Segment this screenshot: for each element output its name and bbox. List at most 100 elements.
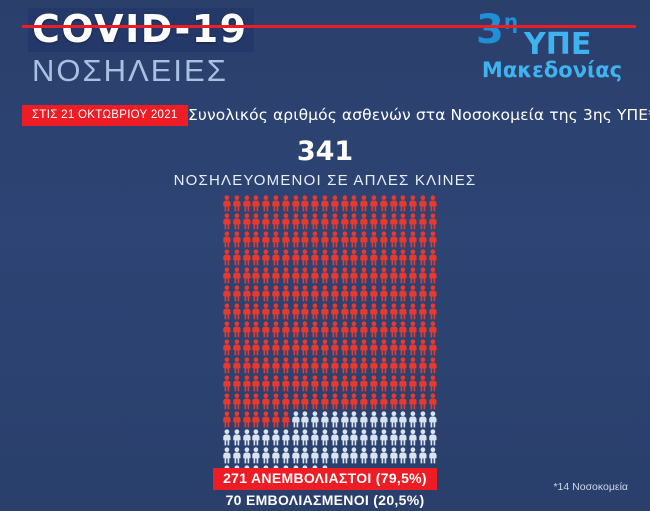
person-icon-unvaccinated bbox=[330, 267, 340, 284]
person-icon-unvaccinated bbox=[300, 267, 310, 284]
person-icon-unvaccinated bbox=[340, 285, 350, 302]
logo-superscript: η bbox=[503, 9, 519, 34]
person-icon-unvaccinated bbox=[300, 195, 310, 212]
person-icon-unvaccinated bbox=[222, 285, 232, 302]
person-icon-unvaccinated bbox=[408, 375, 418, 392]
person-icon-unvaccinated bbox=[408, 393, 418, 410]
person-icon-unvaccinated bbox=[330, 231, 340, 248]
logo-region: Μακεδονίας bbox=[481, 58, 623, 82]
pictogram-row bbox=[222, 375, 438, 393]
person-icon-unvaccinated bbox=[359, 195, 369, 212]
person-icon-unvaccinated bbox=[359, 393, 369, 410]
person-icon-unvaccinated bbox=[222, 339, 232, 356]
person-icon-vaccinated bbox=[330, 429, 340, 446]
person-icon-unvaccinated bbox=[379, 393, 389, 410]
person-icon-vaccinated bbox=[379, 429, 389, 446]
header-underline bbox=[22, 25, 636, 28]
person-icon-unvaccinated bbox=[281, 231, 291, 248]
person-icon-vaccinated bbox=[300, 429, 310, 446]
person-icon-vaccinated bbox=[389, 411, 399, 428]
person-icon-unvaccinated bbox=[340, 195, 350, 212]
person-icon-unvaccinated bbox=[379, 285, 389, 302]
person-icon-unvaccinated bbox=[291, 267, 301, 284]
person-icon-unvaccinated bbox=[369, 357, 379, 374]
person-icon-unvaccinated bbox=[359, 375, 369, 392]
legend: 271 ΑΝΕΜΒΟΛΙΑΣΤΟΙ (79,5%) 70 ΕΜΒΟΛΙΑΣΜΕΝ… bbox=[0, 468, 650, 509]
person-icon-unvaccinated bbox=[330, 195, 340, 212]
person-icon-vaccinated bbox=[320, 411, 330, 428]
person-icon-unvaccinated bbox=[389, 321, 399, 338]
person-icon-unvaccinated bbox=[232, 339, 242, 356]
person-icon-unvaccinated bbox=[251, 249, 261, 266]
person-icon-unvaccinated bbox=[320, 231, 330, 248]
person-icon-unvaccinated bbox=[281, 375, 291, 392]
person-icon-unvaccinated bbox=[389, 249, 399, 266]
person-icon-unvaccinated bbox=[340, 267, 350, 284]
person-icon-vaccinated bbox=[408, 411, 418, 428]
header-row: ΣΤΙΣ 21 ΟΚΤΩΒΡΙΟΥ 2021 Συνολικός αριθμός… bbox=[0, 105, 650, 131]
person-icon-unvaccinated bbox=[222, 267, 232, 284]
person-icon-unvaccinated bbox=[359, 339, 369, 356]
person-icon-vaccinated bbox=[389, 429, 399, 446]
person-icon-unvaccinated bbox=[281, 213, 291, 230]
person-icon-unvaccinated bbox=[261, 375, 271, 392]
person-icon-unvaccinated bbox=[359, 249, 369, 266]
pictogram-row bbox=[222, 231, 438, 249]
person-icon-unvaccinated bbox=[281, 393, 291, 410]
person-icon-unvaccinated bbox=[222, 375, 232, 392]
person-icon-unvaccinated bbox=[320, 303, 330, 320]
person-icon-unvaccinated bbox=[349, 213, 359, 230]
person-icon-unvaccinated bbox=[369, 303, 379, 320]
person-icon-unvaccinated bbox=[271, 249, 281, 266]
person-icon-unvaccinated bbox=[232, 375, 242, 392]
logo-number: 3η bbox=[476, 10, 518, 50]
pictogram-row bbox=[222, 195, 438, 213]
person-icon-unvaccinated bbox=[369, 213, 379, 230]
person-icon-unvaccinated bbox=[330, 321, 340, 338]
person-icon-unvaccinated bbox=[222, 249, 232, 266]
person-icon-unvaccinated bbox=[251, 357, 261, 374]
person-icon-unvaccinated bbox=[369, 321, 379, 338]
person-icon-unvaccinated bbox=[379, 321, 389, 338]
person-icon-unvaccinated bbox=[242, 231, 252, 248]
person-icon-vaccinated bbox=[232, 429, 242, 446]
person-icon-unvaccinated bbox=[418, 321, 428, 338]
person-icon-vaccinated bbox=[418, 429, 428, 446]
person-icon-unvaccinated bbox=[232, 213, 242, 230]
person-icon-unvaccinated bbox=[349, 321, 359, 338]
person-icon-unvaccinated bbox=[330, 357, 340, 374]
person-icon-unvaccinated bbox=[310, 321, 320, 338]
person-icon-unvaccinated bbox=[300, 213, 310, 230]
person-icon-unvaccinated bbox=[261, 249, 271, 266]
pictogram-row bbox=[222, 447, 438, 465]
person-icon-vaccinated bbox=[271, 447, 281, 464]
person-icon-unvaccinated bbox=[222, 213, 232, 230]
person-icon-unvaccinated bbox=[359, 213, 369, 230]
pictogram-row bbox=[222, 303, 438, 321]
person-icon-unvaccinated bbox=[349, 267, 359, 284]
person-icon-unvaccinated bbox=[271, 267, 281, 284]
person-icon-unvaccinated bbox=[379, 213, 389, 230]
person-icon-unvaccinated bbox=[320, 195, 330, 212]
person-icon-unvaccinated bbox=[428, 231, 438, 248]
person-icon-vaccinated bbox=[242, 429, 252, 446]
pictogram-row bbox=[222, 393, 438, 411]
person-icon-unvaccinated bbox=[291, 249, 301, 266]
person-icon-unvaccinated bbox=[232, 393, 242, 410]
person-icon-unvaccinated bbox=[340, 393, 350, 410]
person-icon-unvaccinated bbox=[242, 285, 252, 302]
person-icon-vaccinated bbox=[408, 447, 418, 464]
person-icon-unvaccinated bbox=[281, 267, 291, 284]
person-icon-unvaccinated bbox=[320, 375, 330, 392]
section-title: ΝΟΣΗΛΕΥΟΜΕΝΟΙ ΣΕ ΑΠΛΕΣ ΚΛΙΝΕΣ bbox=[173, 172, 477, 189]
person-icon-vaccinated bbox=[291, 411, 301, 428]
pictogram-row bbox=[222, 267, 438, 285]
person-icon-unvaccinated bbox=[418, 285, 428, 302]
person-icon-unvaccinated bbox=[340, 375, 350, 392]
ype-logo: 3η ΥΠΕ Μακεδονίας bbox=[462, 10, 632, 88]
person-icon-vaccinated bbox=[330, 447, 340, 464]
person-icon-unvaccinated bbox=[379, 375, 389, 392]
person-icon-unvaccinated bbox=[340, 321, 350, 338]
person-icon-unvaccinated bbox=[359, 303, 369, 320]
person-icon-unvaccinated bbox=[261, 303, 271, 320]
